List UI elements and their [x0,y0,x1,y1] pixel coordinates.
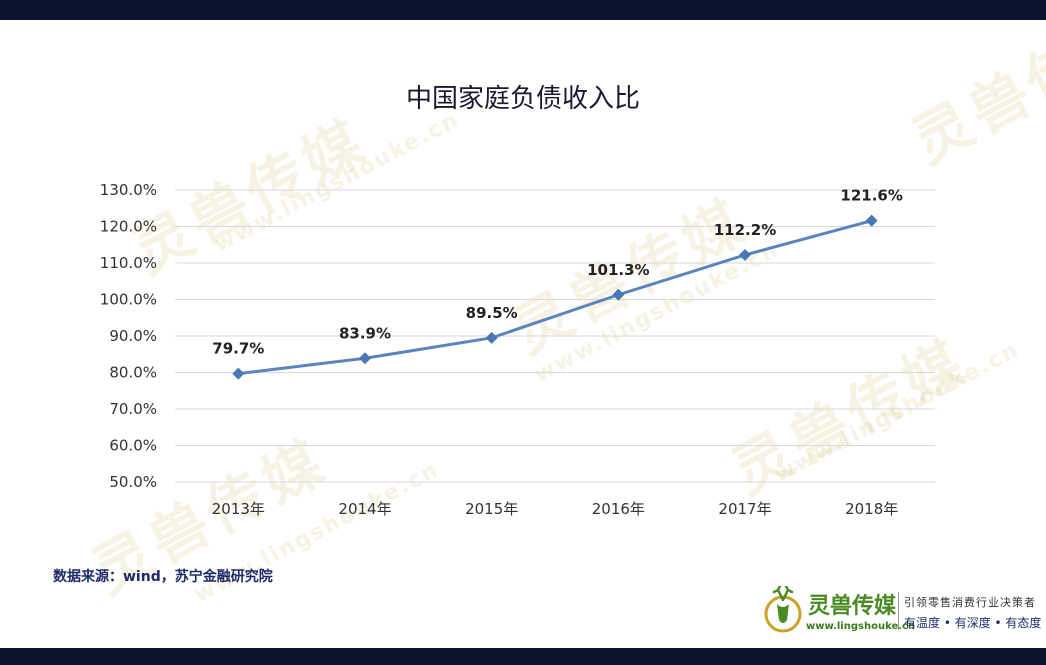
data-labels: 79.7% 83.9% 89.5% 101.3% 112.2% 121.6% [212,187,903,358]
top-band [0,0,1046,20]
data-label: 83.9% [339,324,391,342]
source-note: 数据来源：wind，苏宁金融研究院 [53,569,273,585]
y-tick-label: 120.0% [100,218,157,236]
brand-tags: 有温度 • 有深度 • 有态度 [904,616,1042,630]
x-tick-label: 2013年 [212,500,265,518]
x-tick-label: 2014年 [338,500,391,518]
x-tick-label: 2015年 [465,500,518,518]
data-label: 79.7% [212,340,264,358]
x-tick-label: 2018年 [845,500,898,518]
y-tick-label: 80.0% [109,364,157,382]
brand-name: 灵兽传媒 [808,594,897,619]
data-markers [232,214,878,380]
data-point-marker [865,214,878,227]
brand-block: 灵兽传媒 www.lingshouke.cn 引领零售消费行业决策者 有温度 •… [760,584,1046,644]
y-tick-label: 50.0% [109,473,157,491]
data-point-marker [612,288,625,301]
data-label: 101.3% [587,261,649,279]
series-line [238,219,873,376]
deer-head-icon [764,586,802,633]
y-tick-label: 100.0% [100,291,157,309]
x-tick-label: 2017年 [718,500,771,518]
brand-url: www.lingshouke.cn [806,621,916,632]
y-tick-label: 70.0% [109,400,157,418]
data-label: 89.5% [466,304,518,322]
chart-title: 中国家庭负债收入比 [405,84,640,114]
data-point-marker [232,367,245,380]
grid-lines [175,189,935,483]
line-chart: 50.0% 60.0% 70.0% 80.0% 90.0% 100.0% 110.0% 120… [100,181,935,518]
brand-divider [898,592,899,630]
y-tick-label: 90.0% [109,327,157,345]
bottom-band [0,648,1046,665]
data-label: 112.2% [714,221,776,239]
x-axis-tick-labels: 2013年 2014年 2015年 2016年 2017年 2018年 [212,500,899,518]
data-label: 121.6% [840,187,902,205]
y-axis-tick-labels: 50.0% 60.0% 70.0% 80.0% 90.0% 100.0% 110.0% 120… [100,181,157,491]
data-point-marker [359,352,371,365]
y-tick-label: 60.0% [109,437,157,455]
x-tick-label: 2016年 [592,500,645,518]
data-point-marker [485,331,498,344]
y-tick-label: 130.0% [100,181,157,199]
brand-slogan: 引领零售消费行业决策者 [904,596,1036,609]
y-tick-label: 110.0% [100,254,157,272]
data-point-marker [739,248,751,261]
